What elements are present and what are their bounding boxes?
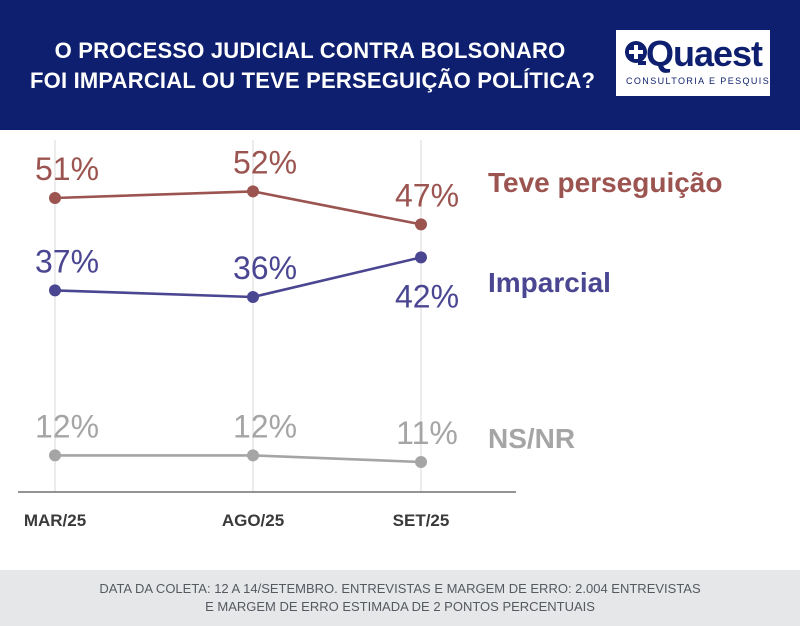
title-line-1: O PROCESSO JUDICIAL CONTRA BOLSONARO	[54, 38, 566, 63]
data-label: 37%	[35, 243, 99, 279]
chart-title: O PROCESSO JUDICIAL CONTRA BOLSONARO FOI…	[30, 36, 596, 96]
data-label: 51%	[35, 151, 99, 187]
data-label: 36%	[233, 250, 297, 286]
data-point	[415, 218, 427, 231]
data-label: 42%	[395, 278, 459, 314]
data-point	[49, 192, 61, 204]
x-tick-label: SET/25	[393, 511, 450, 530]
data-point	[415, 456, 427, 468]
quaest-logo: Quaest CONSULTORIA E PESQUISA	[616, 30, 778, 96]
axis-layer: MAR/25 AGO/25 SET/25	[18, 491, 516, 530]
title-line-2: FOI IMPARCIAL OU TEVE PERSEGUIÇÃO POLÍTI…	[30, 68, 596, 93]
data-point	[49, 449, 61, 462]
line-chart: 51% 52% 47% Teve perseguição 37% 36% 42% Imparc…	[18, 140, 723, 530]
footnote-line-1: DATA DA COLETA: 12 A 14/SETEMBRO. ENTREV…	[99, 581, 701, 596]
data-label: 52%	[233, 144, 297, 180]
data-label: 12%	[35, 408, 99, 444]
header-banner: O PROCESSO JUDICIAL CONTRA BOLSONARO FOI…	[0, 0, 800, 130]
x-tick-label: MAR/25	[24, 511, 86, 530]
label-layer: 51% 52% 47% Teve perseguição 37% 36% 42% Imparc…	[35, 144, 723, 454]
data-point	[247, 291, 259, 303]
series-layer	[49, 185, 427, 468]
data-point	[247, 185, 259, 198]
series-name-label: Imparcial	[488, 267, 611, 298]
quaest-logo-icon	[625, 41, 647, 65]
footnote: DATA DA COLETA: 12 A 14/SETEMBRO. ENTREV…	[0, 580, 800, 616]
series-line-1	[54, 190, 422, 226]
logo-wordmark: Quaest	[646, 33, 763, 74]
data-point	[415, 251, 427, 264]
series-name-label: Teve perseguição	[488, 167, 722, 198]
data-point	[49, 284, 61, 297]
x-tick-label: AGO/25	[222, 511, 284, 530]
data-label: 11%	[396, 415, 458, 451]
data-point	[247, 449, 259, 462]
footnote-line-2: E MARGEM DE ERRO ESTIMADA DE 2 PONTOS PE…	[205, 599, 595, 614]
series-line-3	[55, 454, 422, 464]
data-label: 47%	[395, 177, 459, 213]
data-label: 12%	[233, 408, 297, 444]
footer: DATA DA COLETA: 12 A 14/SETEMBRO. ENTREV…	[0, 570, 800, 626]
series-name-label: NS/NR	[488, 423, 575, 454]
logo-tagline: CONSULTORIA E PESQUISA	[626, 76, 778, 86]
